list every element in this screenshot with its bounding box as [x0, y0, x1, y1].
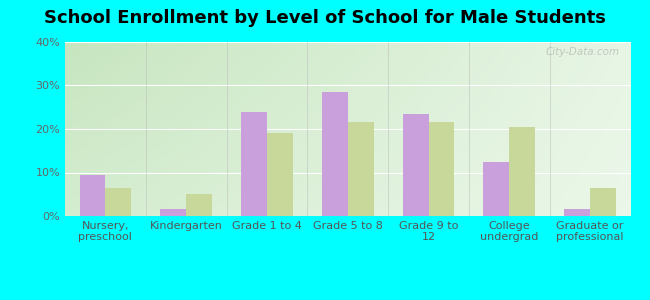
- Bar: [403, 114, 428, 216]
- Bar: [241, 112, 267, 216]
- Bar: [428, 122, 454, 216]
- Bar: [564, 209, 590, 216]
- Bar: [186, 194, 212, 216]
- Bar: [590, 188, 616, 216]
- Text: City-Data.com: City-Data.com: [545, 47, 619, 57]
- Bar: [161, 209, 186, 216]
- Bar: [105, 188, 131, 216]
- Bar: [484, 162, 510, 216]
- Bar: [510, 127, 535, 216]
- Bar: [267, 133, 292, 216]
- Bar: [79, 175, 105, 216]
- Bar: [348, 122, 374, 216]
- Text: School Enrollment by Level of School for Male Students: School Enrollment by Level of School for…: [44, 9, 606, 27]
- Bar: [322, 92, 348, 216]
